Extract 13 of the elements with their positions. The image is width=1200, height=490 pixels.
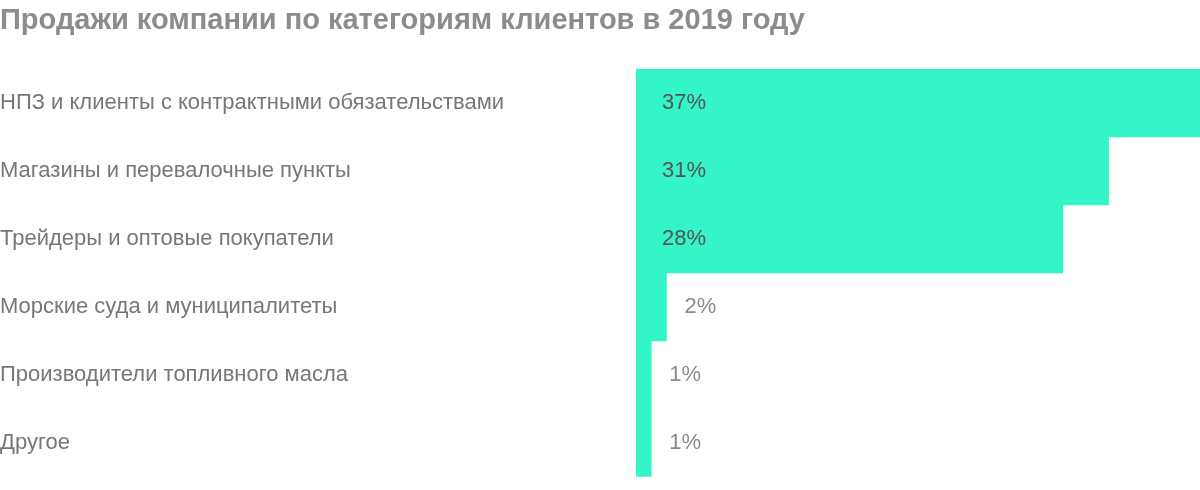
data-label: 28% [662,224,707,250]
y-tick-label: Производители топливного масла [0,360,349,386]
data-label: 1% [669,360,702,386]
y-tick-label: Морские суда и муниципалитеты [0,292,338,318]
y-tick-label: Другое [0,428,70,454]
data-label: 37% [662,88,707,114]
y-tick-label: НПЗ и клиенты с контрактными обязательствами [0,88,505,114]
data-label: 1% [669,428,702,454]
data-label: 31% [662,156,707,182]
text: Продажи компании по категориям клиентов в 2019 году [0,3,805,36]
data-label: 2% [684,292,717,318]
y-tick-label: Магазины и перевалочные пункты [0,156,351,182]
y-tick-label: Трейдеры и оптовые покупатели [0,224,334,250]
